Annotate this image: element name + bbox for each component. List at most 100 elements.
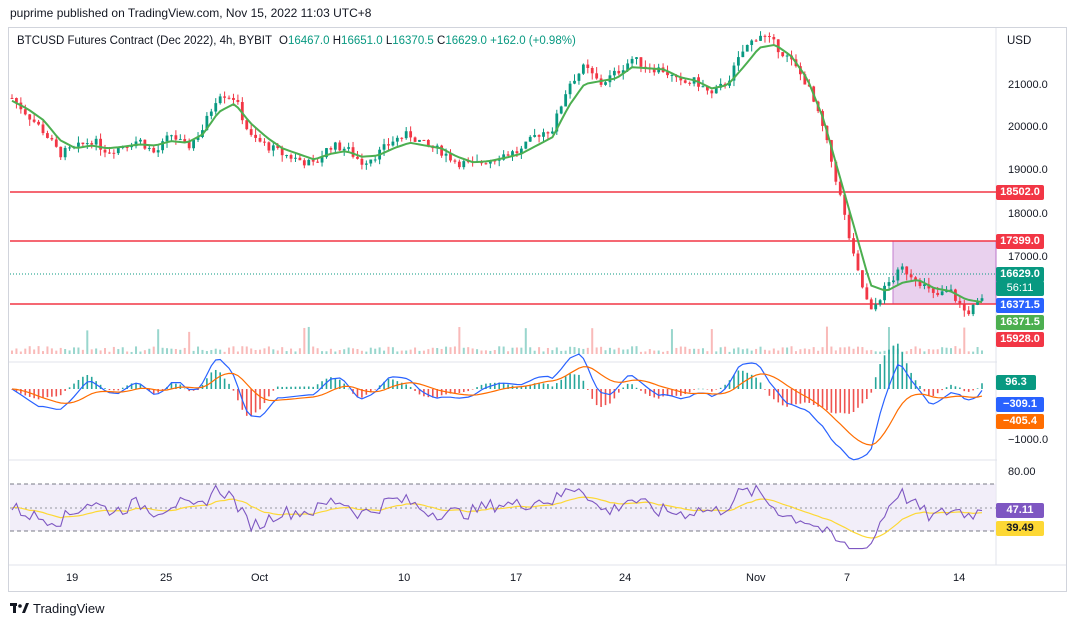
candle-body — [285, 155, 289, 157]
candle-body — [387, 144, 390, 146]
candle-body — [666, 71, 669, 76]
volume-bar — [241, 346, 244, 354]
volume-bar — [427, 349, 430, 354]
macd-histogram-bar — [812, 389, 815, 406]
candle-body — [705, 86, 709, 91]
volume-bar — [848, 346, 851, 354]
macd-histogram-bar — [516, 386, 518, 389]
candle-body — [351, 147, 355, 157]
level-label-18502: 18502.0 — [996, 185, 1044, 200]
macd-histogram-bar — [449, 389, 452, 394]
macd-histogram-bar — [954, 386, 957, 389]
volume-bar — [493, 350, 496, 354]
candle-body — [400, 137, 404, 139]
candle-body — [258, 137, 262, 142]
candle-body — [577, 73, 581, 81]
volume-bar — [879, 351, 882, 354]
volume-bar — [763, 349, 766, 354]
candle-body — [59, 146, 63, 158]
volume-bar — [551, 350, 554, 354]
macd-histogram-bar — [529, 384, 532, 389]
macd-histogram-bar — [950, 384, 952, 389]
macd-histogram-bar — [666, 389, 669, 396]
volume-bar — [546, 347, 549, 354]
candle-body — [767, 36, 771, 38]
macd-histogram-bar — [533, 383, 536, 389]
volume-bar — [90, 349, 93, 354]
volume-bar — [130, 351, 133, 354]
macd-histogram-bar — [440, 389, 443, 396]
macd-histogram-bar — [414, 389, 416, 392]
macd-histogram-bar — [945, 387, 948, 389]
volume-bar — [582, 348, 585, 354]
symbol-info[interactable]: BTCUSD Futures Contract (Dec 2022), 4h, … — [17, 35, 576, 47]
volume-bar — [312, 346, 315, 354]
macd-histogram-bar — [547, 384, 549, 389]
macd-histogram-bar — [914, 380, 917, 389]
candle-body — [564, 94, 568, 107]
volume-bar — [400, 350, 403, 354]
macd-histogram-bar — [959, 387, 961, 389]
time-tick: 19 — [66, 572, 79, 584]
macd-tick: −1000.0 — [1008, 434, 1049, 446]
macd-histogram-bar — [480, 384, 483, 389]
volume-bar — [759, 346, 762, 354]
volume-bar — [489, 350, 492, 354]
volume-bar — [560, 350, 563, 354]
chart-frame[interactable] — [8, 27, 1067, 592]
low-label-green: 16371.5 — [996, 315, 1044, 330]
volume-bar — [706, 351, 709, 354]
volume-bar — [369, 347, 372, 354]
candle-body — [546, 132, 550, 134]
macd-histogram-bar — [152, 389, 155, 394]
volume-bar — [414, 347, 417, 354]
countdown-label: 56:11 — [996, 281, 1044, 296]
macd-histogram-bar — [733, 374, 735, 389]
time-tick: 24 — [619, 572, 632, 584]
currency-label[interactable]: USD — [1007, 35, 1032, 47]
candle-body — [23, 109, 27, 115]
volume-bar — [462, 347, 465, 354]
volume-bar — [967, 351, 970, 354]
macd-histogram-bar — [715, 389, 718, 390]
candle-body — [249, 129, 253, 135]
macd-histogram-bar — [835, 389, 837, 414]
volume-bar — [724, 346, 727, 354]
volume-bar — [790, 346, 793, 354]
volume-bar — [316, 348, 319, 354]
macd-histogram-bar — [121, 387, 124, 389]
volume-bar — [298, 348, 301, 354]
candle-body — [316, 161, 320, 163]
volume-bar — [99, 350, 102, 354]
macd-histogram-bar — [268, 389, 270, 397]
candle-body — [139, 139, 142, 142]
macd-histogram-bar — [520, 387, 523, 389]
candle-body — [542, 132, 545, 137]
candle-body — [918, 281, 922, 286]
macd-histogram-bar — [737, 370, 740, 389]
volume-bar — [219, 349, 222, 354]
volume-bar — [183, 347, 186, 354]
candle-body — [967, 310, 971, 315]
volume-bar — [55, 350, 58, 354]
macd-histogram-bar — [175, 383, 177, 389]
macd-histogram-bar — [400, 382, 403, 389]
candle-body — [382, 144, 386, 150]
macd-histogram-bar — [55, 389, 58, 397]
time-tick: 14 — [953, 572, 966, 584]
macd-histogram-bar — [644, 389, 647, 394]
macd-histogram-bar — [210, 372, 213, 389]
candle-body — [63, 147, 67, 158]
macd-histogram-bar — [15, 389, 18, 392]
macd-value-label: −309.1 — [996, 397, 1044, 412]
macd-histogram-bar — [307, 386, 310, 389]
candle-body — [205, 115, 209, 131]
volume-bar — [932, 349, 935, 354]
candle-body — [90, 143, 94, 145]
macd-histogram-bar — [936, 389, 939, 394]
tradingview-brand[interactable]: TradingView — [10, 601, 105, 616]
volume-bar — [453, 346, 456, 354]
volume-bar — [936, 349, 939, 354]
volume-bar — [303, 327, 306, 354]
